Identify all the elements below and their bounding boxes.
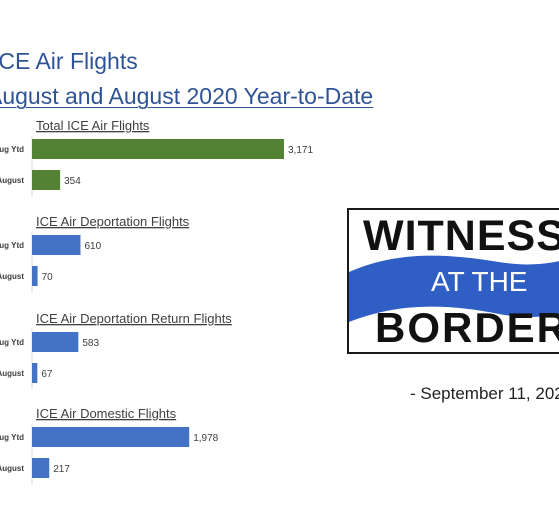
logo-text-witness: WITNESS	[363, 212, 559, 260]
page-subtitle: August and August 2020 Year-to-Date	[0, 83, 374, 109]
data-label: 1,978	[193, 433, 218, 444]
page-title: ICE Air Flights	[0, 48, 138, 74]
data-label: 70	[42, 272, 54, 283]
data-label: 217	[53, 464, 70, 475]
logo-text-border: BORDER	[375, 304, 559, 351]
bar	[32, 363, 38, 383]
category-label: Aug Ytd	[0, 433, 24, 442]
bar	[32, 458, 50, 478]
chart-title: ICE Air Deportation Return Flights	[36, 311, 232, 326]
bar	[32, 266, 38, 286]
data-label: 354	[64, 176, 81, 187]
data-label: 3,171	[288, 145, 313, 156]
chart-title: ICE Air Deportation Flights	[36, 214, 190, 229]
logo-text-at-the: AT THE	[431, 266, 528, 297]
bar	[32, 427, 190, 447]
witness-at-the-border-logo: WITNESS AT THE BORDER	[347, 208, 559, 354]
category-label: August	[0, 369, 24, 378]
bar	[32, 139, 284, 159]
category-label: Aug Ytd	[0, 338, 24, 347]
category-label: August	[0, 176, 24, 185]
bar	[32, 170, 61, 190]
data-label: 610	[84, 241, 101, 252]
bar	[32, 235, 81, 255]
date-text: - September 11, 2020	[410, 384, 559, 403]
bar-charts: Total ICE Air Flights 3,171 Aug Ytd 354 Augu…	[0, 118, 313, 484]
category-label: Aug Ytd	[0, 241, 24, 250]
data-label: 583	[82, 338, 99, 349]
category-label: Aug Ytd	[0, 145, 24, 154]
data-label: 67	[41, 369, 53, 380]
bar	[32, 332, 79, 352]
category-label: August	[0, 272, 24, 281]
category-label: August	[0, 464, 24, 473]
chart-title: ICE Air Domestic Flights	[36, 406, 177, 421]
chart-title: Total ICE Air Flights	[36, 118, 150, 133]
wave-banner	[349, 255, 559, 322]
